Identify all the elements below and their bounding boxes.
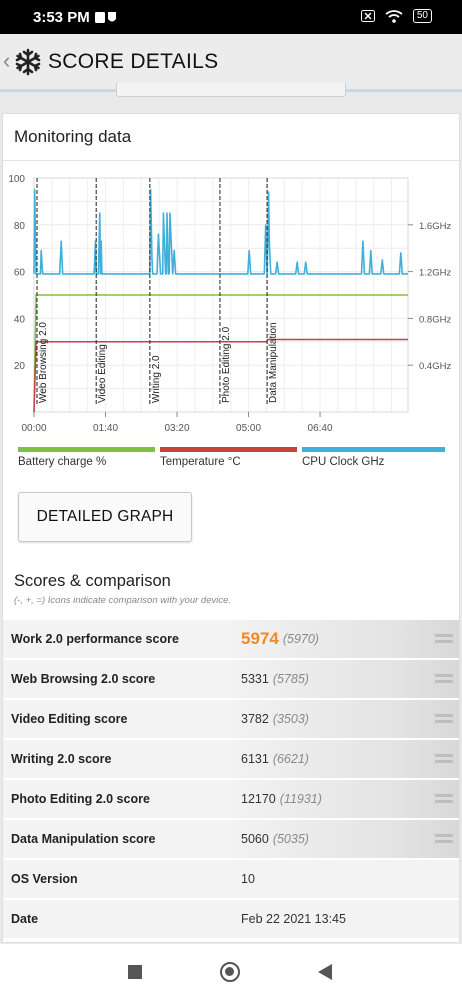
back-chevron-icon[interactable]: ‹ bbox=[3, 48, 11, 73]
score-value: 12170 bbox=[241, 792, 276, 806]
legend-battery-swatch bbox=[18, 447, 155, 452]
score-value-cell: 3782 (3503) bbox=[233, 700, 459, 738]
score-compare: (11931) bbox=[279, 792, 322, 806]
status-notification-icons bbox=[95, 11, 117, 29]
monitoring-title: Monitoring data bbox=[14, 127, 132, 146]
system-nav-bar bbox=[0, 944, 462, 1000]
score-compare: (5970) bbox=[282, 632, 319, 646]
info-value: 10 bbox=[233, 860, 459, 898]
score-compare: (5035) bbox=[272, 832, 309, 846]
score-label: Writing 2.0 score bbox=[3, 740, 233, 778]
score-value-cell: 12170 (11931) bbox=[233, 780, 459, 818]
score-compare: (5785) bbox=[272, 672, 309, 686]
info-label: Date bbox=[3, 900, 233, 938]
y-right-tick-label: 0.4GHz bbox=[419, 361, 451, 372]
y-left-tick-label: 80 bbox=[14, 221, 26, 232]
score-row-photo-editing[interactable]: Photo Editing 2.0 score 12170 (11931) bbox=[3, 780, 459, 820]
info-label: OS Version bbox=[3, 860, 233, 898]
collapsed-panel-edge bbox=[116, 83, 346, 97]
status-bar: 3:53 PM 50 bbox=[0, 0, 462, 34]
score-value-cell: 5331 (5785) bbox=[233, 660, 459, 698]
legend-cpu: CPU Clock GHz bbox=[302, 447, 445, 477]
info-row-date: Date Feb 22 2021 13:45 bbox=[3, 900, 459, 940]
score-label: Photo Editing 2.0 score bbox=[3, 780, 233, 818]
equal-icon bbox=[435, 714, 453, 724]
legend-temperature-swatch bbox=[160, 447, 297, 452]
score-value: 3782 bbox=[241, 712, 269, 726]
legend-cpu-label: CPU Clock GHz bbox=[302, 456, 385, 468]
score-value: 5974 bbox=[241, 629, 279, 648]
x-tick-label: 03:20 bbox=[165, 423, 190, 434]
score-row-video-editing[interactable]: Video Editing score 3782 (3503) bbox=[3, 700, 459, 740]
score-value-cell: 6131 (6621) bbox=[233, 740, 459, 778]
y-right-tick-label: 1.2GHz bbox=[419, 268, 451, 279]
score-row-writing[interactable]: Writing 2.0 score 6131 (6621) bbox=[3, 740, 459, 780]
recents-icon[interactable] bbox=[128, 965, 142, 979]
app-bar: ‹ SCORE DETAILS bbox=[0, 34, 462, 90]
monitoring-card: Monitoring data 20 40 60 80 100 0.4GHz 0.8GHz 1… bbox=[2, 113, 460, 943]
sim-off-icon bbox=[360, 10, 375, 22]
legend-temperature-label: Temperature °C bbox=[160, 456, 241, 468]
legend-cpu-swatch bbox=[302, 447, 445, 452]
series-line bbox=[33, 338, 408, 413]
segment-label: Writing 2.0 bbox=[151, 355, 162, 403]
x-tick-label: 00:00 bbox=[21, 423, 46, 434]
y-left-tick-label: 40 bbox=[14, 314, 26, 325]
y-left-tick-label: 100 bbox=[8, 174, 25, 185]
monitoring-chart[interactable]: 20 40 60 80 100 0.4GHz 0.8GHz 1.2GHz 1.6GHz 00:00… bbox=[3, 164, 461, 464]
score-value: 6131 bbox=[241, 752, 269, 766]
x-tick-label: 06:40 bbox=[308, 423, 333, 434]
x-tick-label: 05:00 bbox=[236, 423, 261, 434]
scores-subtitle: (-, +, =) Icons indicate comparison with… bbox=[14, 595, 232, 606]
legend-battery: Battery charge % bbox=[18, 447, 155, 477]
page-title: SCORE DETAILS bbox=[48, 50, 219, 73]
home-icon[interactable] bbox=[220, 962, 240, 982]
snowflake-logo-icon bbox=[15, 48, 41, 76]
equal-icon bbox=[435, 834, 453, 844]
equal-icon bbox=[435, 794, 453, 804]
equal-icon bbox=[435, 634, 453, 644]
segment-label: Video Editing bbox=[97, 344, 108, 403]
status-time: 3:53 PM bbox=[33, 9, 90, 26]
score-label: Data Manipulation score bbox=[3, 820, 233, 858]
x-tick-label: 01:40 bbox=[93, 423, 118, 434]
detailed-graph-button[interactable]: DETAILED GRAPH bbox=[18, 492, 192, 542]
segment-label: Photo Editing 2.0 bbox=[221, 326, 232, 403]
score-value-cell: 5060 (5035) bbox=[233, 820, 459, 858]
image-notification-icon bbox=[95, 12, 116, 23]
y-right-tick-label: 1.6GHz bbox=[419, 221, 451, 232]
segment-label: Data Manipulation bbox=[268, 322, 279, 403]
score-row-data-manipulation[interactable]: Data Manipulation score 5060 (5035) bbox=[3, 820, 459, 860]
equal-icon bbox=[435, 674, 453, 684]
monitoring-chart-svg: 20 40 60 80 100 0.4GHz 0.8GHz 1.2GHz 1.6GHz 00:00… bbox=[8, 174, 451, 434]
back-icon[interactable] bbox=[318, 964, 332, 980]
wifi-icon bbox=[385, 9, 403, 23]
score-label: Work 2.0 performance score bbox=[3, 620, 233, 658]
monitoring-header: Monitoring data bbox=[3, 114, 459, 161]
battery-icon: 50 bbox=[412, 9, 432, 23]
segment-label: Web Browsing 2.0 bbox=[38, 322, 49, 403]
score-compare: (6621) bbox=[272, 752, 309, 766]
score-row-web-browsing[interactable]: Web Browsing 2.0 score 5331 (5785) bbox=[3, 660, 459, 700]
y-left-tick-label: 60 bbox=[14, 268, 26, 279]
legend-temperature: Temperature °C bbox=[160, 447, 297, 477]
y-right-tick-label: 0.8GHz bbox=[419, 314, 451, 325]
score-value-cell: 5974 (5970) bbox=[233, 620, 459, 658]
score-value: 5331 bbox=[241, 672, 269, 686]
score-compare: (3503) bbox=[272, 712, 309, 726]
y-left-tick-label: 20 bbox=[14, 361, 26, 372]
equal-icon bbox=[435, 754, 453, 764]
info-value: Feb 22 2021 13:45 bbox=[233, 900, 459, 938]
info-row-os-version: OS Version 10 bbox=[3, 860, 459, 900]
score-label: Video Editing score bbox=[3, 700, 233, 738]
score-label: Web Browsing 2.0 score bbox=[3, 660, 233, 698]
legend-battery-label: Battery charge % bbox=[18, 456, 107, 468]
scores-title: Scores & comparison bbox=[14, 572, 171, 590]
score-row-work[interactable]: Work 2.0 performance score 5974 (5970) bbox=[3, 620, 459, 660]
series-line bbox=[33, 188, 408, 275]
score-value: 5060 bbox=[241, 832, 269, 846]
scores-table: Work 2.0 performance score 5974 (5970) W… bbox=[3, 620, 459, 940]
status-right-icons: 50 bbox=[360, 9, 432, 23]
